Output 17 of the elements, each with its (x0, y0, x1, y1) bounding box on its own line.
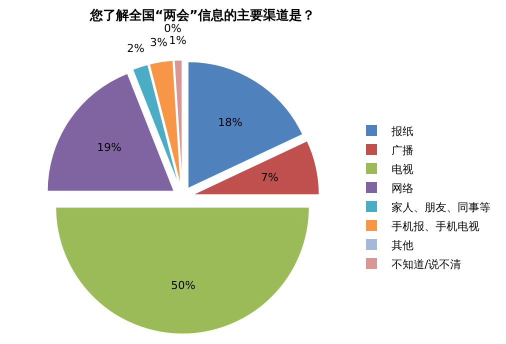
legend-label: 网络 (392, 182, 414, 195)
legend-label: 报纸 (390, 124, 414, 138)
chart-title: 您了解全国“两会”信息的主要渠道是？ (88, 7, 315, 24)
data-label: 18% (218, 116, 242, 129)
legend-label: 广播 (392, 144, 414, 157)
legend-label: 家人、朋友、同事等 (392, 200, 490, 214)
data-label: 1% (169, 34, 186, 47)
legend-label: 电视 (392, 162, 414, 176)
data-label: 7% (261, 171, 278, 184)
data-label: 19% (97, 141, 122, 154)
data-label: 50% (171, 279, 196, 292)
legend-label: 其他 (392, 238, 414, 252)
text: 0% (164, 22, 182, 35)
data-label: 3% (150, 36, 168, 49)
legend-label: 手机报、手机电视 (392, 220, 480, 233)
legend-label: 不知道/说不清 (392, 258, 462, 271)
data-label: 2% (127, 42, 144, 55)
